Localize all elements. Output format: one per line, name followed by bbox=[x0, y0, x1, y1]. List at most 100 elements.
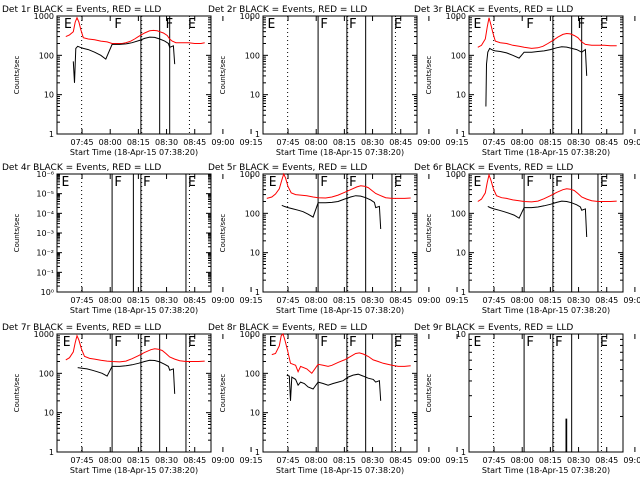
flag-label: F bbox=[114, 17, 122, 32]
x-tick-label: 08:00 bbox=[99, 456, 122, 465]
series-events-line bbox=[286, 373, 382, 401]
x-tick-label: 08:15 bbox=[333, 456, 356, 465]
x-tick-label: 08:00 bbox=[511, 456, 534, 465]
x-tick-label: 08:15 bbox=[539, 296, 562, 305]
y-tick-label: 10⁻⁵ bbox=[36, 190, 54, 199]
series-lld-line bbox=[65, 334, 205, 363]
chart-panel-1: Det 1r BLACK = Events, RED = LLD11010010… bbox=[2, 5, 263, 157]
x-tick-label: 09:15 bbox=[446, 296, 469, 305]
chart-title: Det 6r BLACK = Events, RED = LLD bbox=[414, 163, 573, 173]
x-tick-label: 07:45 bbox=[277, 138, 300, 147]
x-axis-label: Start Time (18-Apr-15 07:38:20) bbox=[70, 148, 198, 157]
y-tick-label: 10 bbox=[44, 91, 54, 100]
plot-frame bbox=[468, 333, 624, 453]
x-tick-label: 08:15 bbox=[127, 296, 150, 305]
flag-label: E bbox=[188, 175, 196, 190]
y-tick-label: 10⁻³ bbox=[36, 229, 54, 238]
x-tick-label: 08:30 bbox=[567, 456, 590, 465]
flag-label: F bbox=[526, 335, 534, 350]
y-tick-label: 1 bbox=[255, 288, 260, 297]
flag-label: F bbox=[577, 17, 585, 32]
flag-label: E bbox=[62, 175, 70, 190]
y-tick-label: 10 bbox=[456, 249, 466, 258]
x-tick-label: 08:00 bbox=[305, 296, 328, 305]
y-tick-label: 1 bbox=[49, 130, 54, 139]
y-tick-label: 10 bbox=[456, 330, 466, 339]
flag-label: E bbox=[268, 17, 276, 32]
x-tick-label: 08:45 bbox=[595, 296, 618, 305]
chart-title: Det 7r BLACK = Events, RED = LLD bbox=[2, 323, 161, 333]
x-tick-label: 08:30 bbox=[567, 138, 590, 147]
y-tick-label: 10 bbox=[250, 91, 260, 100]
series-lld-line bbox=[477, 173, 617, 203]
y-tick-label: 100 bbox=[451, 51, 466, 60]
chart-panel-9: Det 9r BLACK = Events, RED = LLD 1 10 07:45… bbox=[414, 323, 640, 475]
x-tick-label: 07:45 bbox=[277, 296, 300, 305]
y-axis-label: Counts/sec bbox=[219, 374, 227, 413]
y-axis-label: Counts/sec bbox=[13, 56, 21, 95]
x-tick-label: 07:45 bbox=[277, 456, 300, 465]
flag-label: E bbox=[474, 17, 482, 32]
flag-label: F bbox=[526, 175, 534, 190]
y-tick-label: 1 bbox=[49, 448, 54, 457]
plot-frame bbox=[56, 15, 212, 135]
x-tick-label: 08:15 bbox=[539, 456, 562, 465]
series-lld-line bbox=[271, 333, 411, 375]
x-tick-label: 08:00 bbox=[305, 138, 328, 147]
series-lld-line bbox=[65, 16, 205, 44]
series-events-line bbox=[72, 36, 176, 83]
flag-label: E bbox=[474, 175, 482, 190]
x-tick-label: 08:00 bbox=[511, 138, 534, 147]
y-tick-label: 1000 bbox=[34, 12, 54, 21]
x-tick-label: 08:15 bbox=[333, 296, 356, 305]
flag-label: F bbox=[349, 175, 357, 190]
x-axis-label: Start Time (18-Apr-15 07:38:20) bbox=[70, 466, 198, 475]
chart-panel-3: Det 3r BLACK = Events, RED = LLD 1 10 100 10… bbox=[414, 5, 640, 157]
flag-label: E bbox=[188, 335, 196, 350]
x-tick-label: 08:00 bbox=[99, 296, 122, 305]
flag-label: F bbox=[114, 175, 122, 190]
flag-label: E bbox=[269, 335, 277, 350]
x-tick-label: 09:15 bbox=[446, 456, 469, 465]
x-tick-label: 09:00 bbox=[417, 138, 440, 147]
x-axis-label: Start Time (18-Apr-15 07:38:20) bbox=[482, 466, 610, 475]
x-tick-label: 07:45 bbox=[483, 456, 506, 465]
y-tick-label: 1 bbox=[255, 130, 260, 139]
y-tick-label: 10⁻⁶ bbox=[36, 170, 54, 179]
y-axis-label: Counts/sec bbox=[425, 374, 433, 413]
flag-label: F bbox=[320, 175, 328, 190]
x-tick-label: 09:00 bbox=[623, 456, 640, 465]
x-tick-label: 07:45 bbox=[71, 138, 94, 147]
y-tick-label: 1 bbox=[461, 130, 466, 139]
x-tick-label: 09:15 bbox=[240, 296, 263, 305]
flag-label: E bbox=[394, 17, 402, 32]
x-tick-label: 08:45 bbox=[389, 456, 412, 465]
x-tick-label: 09:00 bbox=[211, 456, 234, 465]
y-axis-label: Counts/sec bbox=[425, 214, 433, 253]
y-axis-label: Counts/sec bbox=[425, 56, 433, 95]
x-tick-label: 08:45 bbox=[183, 296, 206, 305]
y-tick-label: 10⁻⁴ bbox=[36, 209, 54, 218]
x-tick-label: 08:45 bbox=[389, 138, 412, 147]
x-tick-label: 09:00 bbox=[623, 296, 640, 305]
flag-label: E bbox=[600, 335, 608, 350]
plot-frame bbox=[468, 15, 624, 135]
x-axis-label: Start Time (18-Apr-15 07:38:20) bbox=[482, 148, 610, 157]
chart-panel-4: Det 4r BLACK = Events, RED = LLD 10⁰ 10⁻¹ 1… bbox=[2, 163, 263, 315]
y-tick-label: 100 bbox=[451, 209, 466, 218]
series-lld-line bbox=[266, 172, 411, 199]
y-tick-label: 10⁻² bbox=[36, 249, 54, 258]
x-axis-label: Start Time (18-Apr-15 07:38:20) bbox=[276, 466, 404, 475]
x-tick-label: 09:00 bbox=[417, 456, 440, 465]
x-tick-label: 09:00 bbox=[417, 296, 440, 305]
chart-title: Det 1r BLACK = Events, RED = LLD bbox=[2, 5, 161, 15]
x-tick-label: 09:00 bbox=[211, 138, 234, 147]
flag-label: E bbox=[188, 17, 196, 32]
flag-label: F bbox=[349, 17, 357, 32]
x-tick-label: 07:45 bbox=[71, 456, 94, 465]
y-tick-label: 10 bbox=[44, 409, 54, 418]
flag-label: F bbox=[165, 17, 173, 32]
chart-panel-5: Det 5r BLACK = Events, RED = LLD11010010… bbox=[208, 163, 469, 315]
x-tick-label: 09:15 bbox=[240, 138, 263, 147]
chart-title: Det 2r BLACK = Events, RED = LLD bbox=[208, 5, 367, 15]
